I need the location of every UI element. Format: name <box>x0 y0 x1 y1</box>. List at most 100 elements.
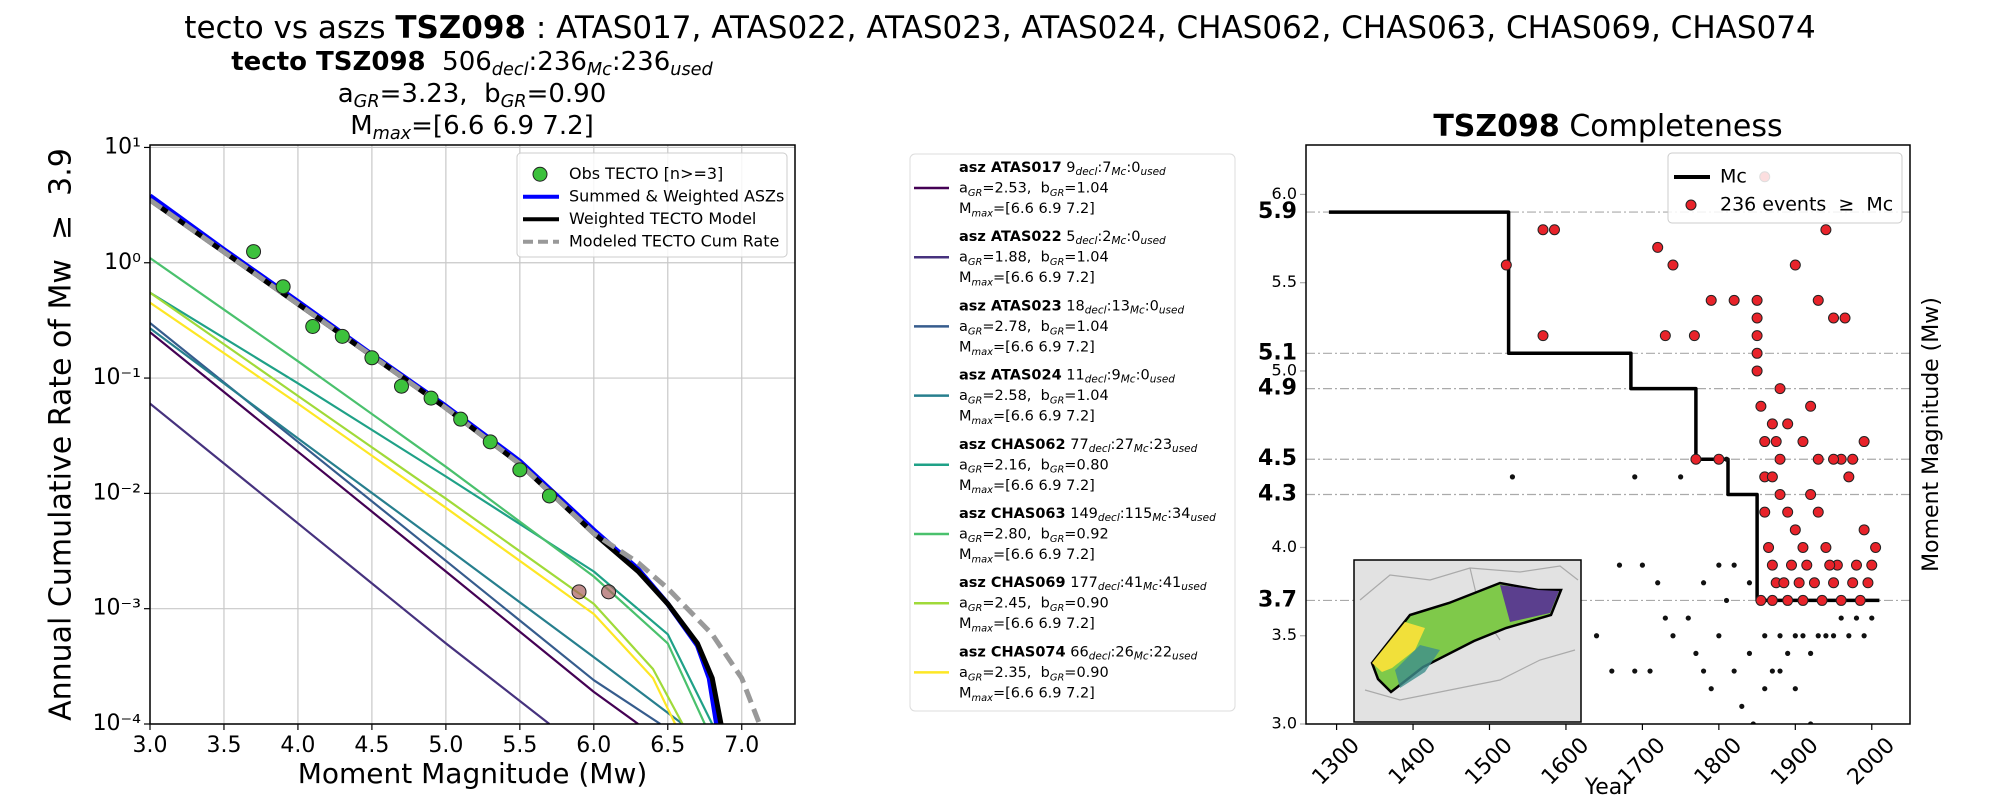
asz-count: used <box>1172 443 1198 455</box>
data-point <box>1812 506 1824 518</box>
data-point <box>453 411 469 427</box>
data-point <box>1537 224 1549 236</box>
data-point <box>1723 456 1730 462</box>
data-point <box>1731 562 1737 568</box>
asz-mmax: Mmax=[6.6 6.9 7.2] <box>959 270 1095 288</box>
asz-params-part: a <box>959 388 968 404</box>
asz-count: decl <box>1085 374 1107 386</box>
asz-params: aGR=2.53, bGR=1.04 <box>959 181 1109 199</box>
inset-zone-west <box>1372 622 1425 672</box>
asz-count: Mc <box>1112 235 1127 247</box>
asz-count: decl <box>1098 512 1120 524</box>
data-point <box>1830 633 1837 639</box>
series-line <box>150 331 639 724</box>
asz-params-part: a <box>959 181 968 197</box>
y-tick-label: 3.0 <box>1272 714 1297 733</box>
data-point <box>1755 594 1767 606</box>
chart-subtitle-part: a <box>338 79 354 109</box>
x-tick-label: 1900 <box>1766 733 1823 790</box>
asz-legend-name: asz CHAS074 66decl:26Mc:22used <box>959 644 1198 662</box>
asz-count: Mc <box>1143 581 1158 593</box>
asz-mmax-part: max <box>972 485 994 496</box>
data-point <box>1815 633 1821 639</box>
asz-params-part: a <box>959 250 968 266</box>
data-point <box>1808 650 1814 656</box>
asz-legend-name: asz ATAS023 18decl:13Mc:0used <box>959 298 1184 316</box>
y-tick-label: 5.5 <box>1272 272 1297 291</box>
legend-marker <box>1685 199 1697 211</box>
data-point <box>1700 580 1707 586</box>
chart-subtitle-part: :236 <box>529 47 587 77</box>
data-point <box>1746 650 1753 656</box>
asz-params-part: GR <box>968 672 982 683</box>
y-tick-label: 10⁰ <box>104 250 141 275</box>
asz-params-part: =2.35, b <box>982 665 1049 681</box>
data-point <box>1843 471 1855 483</box>
data-point <box>1793 577 1805 589</box>
series-line <box>1328 210 1880 603</box>
data-point <box>1828 453 1840 465</box>
data-point <box>1652 241 1664 253</box>
x-tick-label: 4.5 <box>354 733 389 758</box>
figure-title-part: tecto vs aszs <box>184 10 395 46</box>
data-point <box>1766 471 1778 483</box>
data-point <box>1751 365 1763 377</box>
asz-name: asz ATAS017 <box>959 160 1062 176</box>
data-point <box>1792 633 1798 639</box>
mc-tick-label: 5.9 <box>1258 199 1297 224</box>
legend-label: Weighted TECTO Model <box>569 209 756 228</box>
asz-count: decl <box>1076 166 1098 178</box>
asz-legend-name: asz ATAS024 11decl:9Mc:0used <box>959 368 1175 386</box>
data-point <box>1678 474 1684 480</box>
data-point <box>1797 436 1809 448</box>
asz-count: used <box>1140 166 1166 178</box>
data-point <box>1816 594 1828 606</box>
data-point <box>1593 633 1600 639</box>
asz-mmax: Mmax=[6.6 6.9 7.2] <box>959 478 1095 496</box>
asz-params: aGR=2.16, bGR=0.80 <box>959 457 1109 475</box>
series-line <box>150 327 684 724</box>
x-tick-label: 3.5 <box>206 733 241 758</box>
data-point <box>1870 541 1882 553</box>
asz-count: 149 <box>1066 506 1098 522</box>
data-point <box>1785 650 1791 656</box>
asz-mmax: Mmax=[6.6 6.9 7.2] <box>959 685 1095 703</box>
asz-params-part: GR <box>1050 672 1064 683</box>
asz-mmax-part: =[6.6 6.9 7.2] <box>993 685 1095 701</box>
asz-params-part: =2.78, b <box>982 319 1049 335</box>
asz-legend-box <box>909 153 1236 712</box>
asz-params-part: a <box>959 527 968 543</box>
chart-subtitle: aGR=3.23, bGR=0.90 <box>338 79 607 112</box>
data-point <box>1537 330 1549 342</box>
data-point <box>1858 436 1870 448</box>
data-point <box>1800 633 1806 639</box>
data-point <box>1659 330 1671 342</box>
data-point <box>1716 562 1722 568</box>
data-point <box>1751 347 1763 359</box>
data-point <box>1751 330 1763 342</box>
series-line <box>150 291 714 724</box>
asz-params-part: GR <box>1050 257 1064 268</box>
data-point <box>1774 453 1786 465</box>
data-point <box>1808 577 1820 589</box>
data-point <box>1632 668 1638 674</box>
x-axis-label: Moment Magnitude (Mw) <box>298 757 648 790</box>
data-point <box>1824 559 1836 571</box>
data-point <box>1700 668 1707 674</box>
x-tick-label: 1800 <box>1690 733 1747 790</box>
asz-mmax-part: =[6.6 6.9 7.2] <box>993 616 1095 632</box>
asz-count: Mc <box>1134 443 1149 455</box>
data-point <box>1862 577 1874 589</box>
x-tick-label: 1300 <box>1308 733 1365 790</box>
asz-params-part: =1.88, b <box>982 250 1049 266</box>
asz-count: :0 <box>1145 298 1159 314</box>
asz-params-part: GR <box>1050 395 1064 406</box>
asz-mmax: Mmax=[6.6 6.9 7.2] <box>959 409 1095 427</box>
asz-params-part: =2.53, b <box>982 181 1049 197</box>
legend-box <box>1667 152 1903 224</box>
data-point <box>1774 489 1786 501</box>
y-tick-label: 10⁻¹ <box>93 365 141 390</box>
data-point <box>1782 418 1794 430</box>
chart-subtitle-part: GR <box>501 92 527 112</box>
